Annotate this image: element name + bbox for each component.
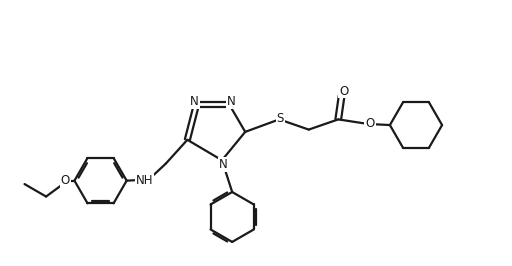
Text: N: N: [190, 95, 199, 108]
Text: N: N: [219, 158, 227, 171]
Text: NH: NH: [136, 174, 153, 186]
Text: N: N: [227, 95, 236, 108]
Text: O: O: [339, 85, 349, 98]
Text: O: O: [61, 174, 70, 187]
Text: S: S: [276, 112, 284, 125]
Text: O: O: [366, 117, 375, 130]
